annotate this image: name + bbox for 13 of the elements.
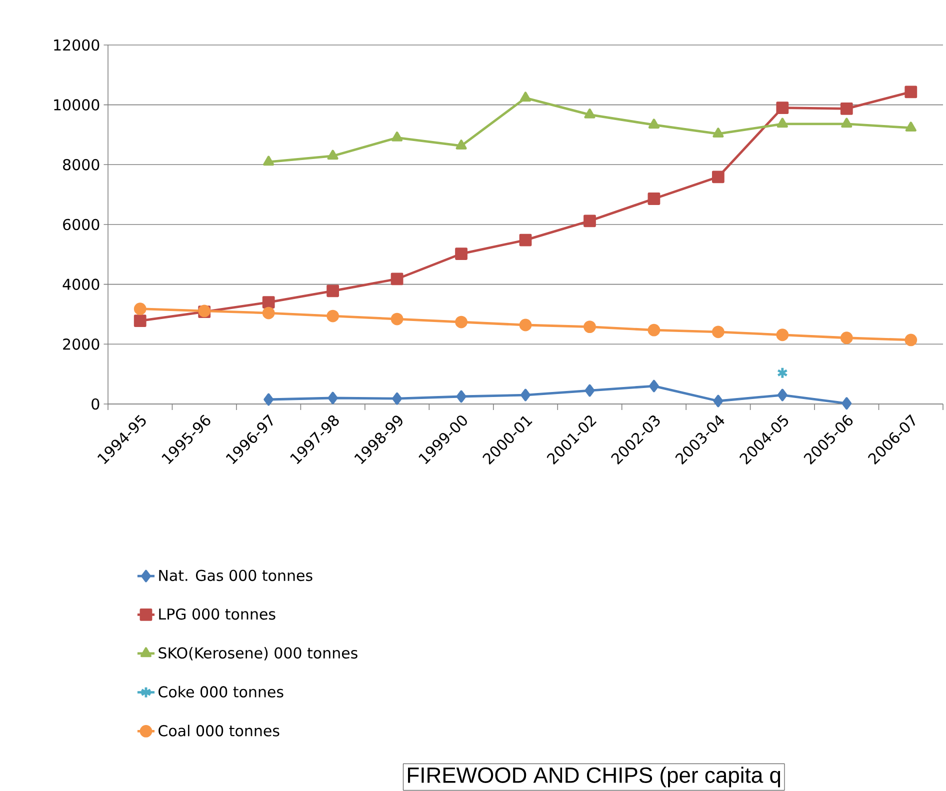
y-tick-label: 4000 — [62, 278, 100, 290]
y-tick-label: 6000 — [63, 218, 100, 230]
legend-label: LPG 000 tonnes — [159, 608, 276, 620]
legend-label: Nat. Gas 000 tonnes — [159, 570, 312, 582]
legend-label: SKO(Kerosene) 000 tonnes — [158, 647, 358, 660]
y-tick-label: 8000 — [63, 158, 100, 170]
y-tick-label: 10000 — [54, 99, 100, 111]
y-tick-label: 12000 — [54, 39, 100, 51]
y-tick-label: 2000 — [63, 338, 100, 350]
text: FIREWOOD AND CHIPS (per capita q — [408, 766, 780, 788]
y-tick-label: 0 — [92, 398, 100, 410]
legend-label: Coal 000 tonnes — [158, 724, 280, 736]
legend-label: Coke 000 tonnes — [158, 686, 284, 698]
